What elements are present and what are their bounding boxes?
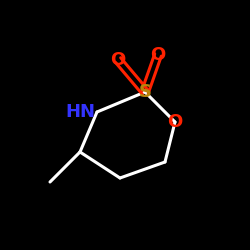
Text: S: S — [138, 83, 151, 101]
Text: O: O — [150, 46, 166, 64]
Text: O: O — [168, 113, 182, 131]
Text: O: O — [110, 51, 126, 69]
Text: HN: HN — [65, 103, 95, 121]
